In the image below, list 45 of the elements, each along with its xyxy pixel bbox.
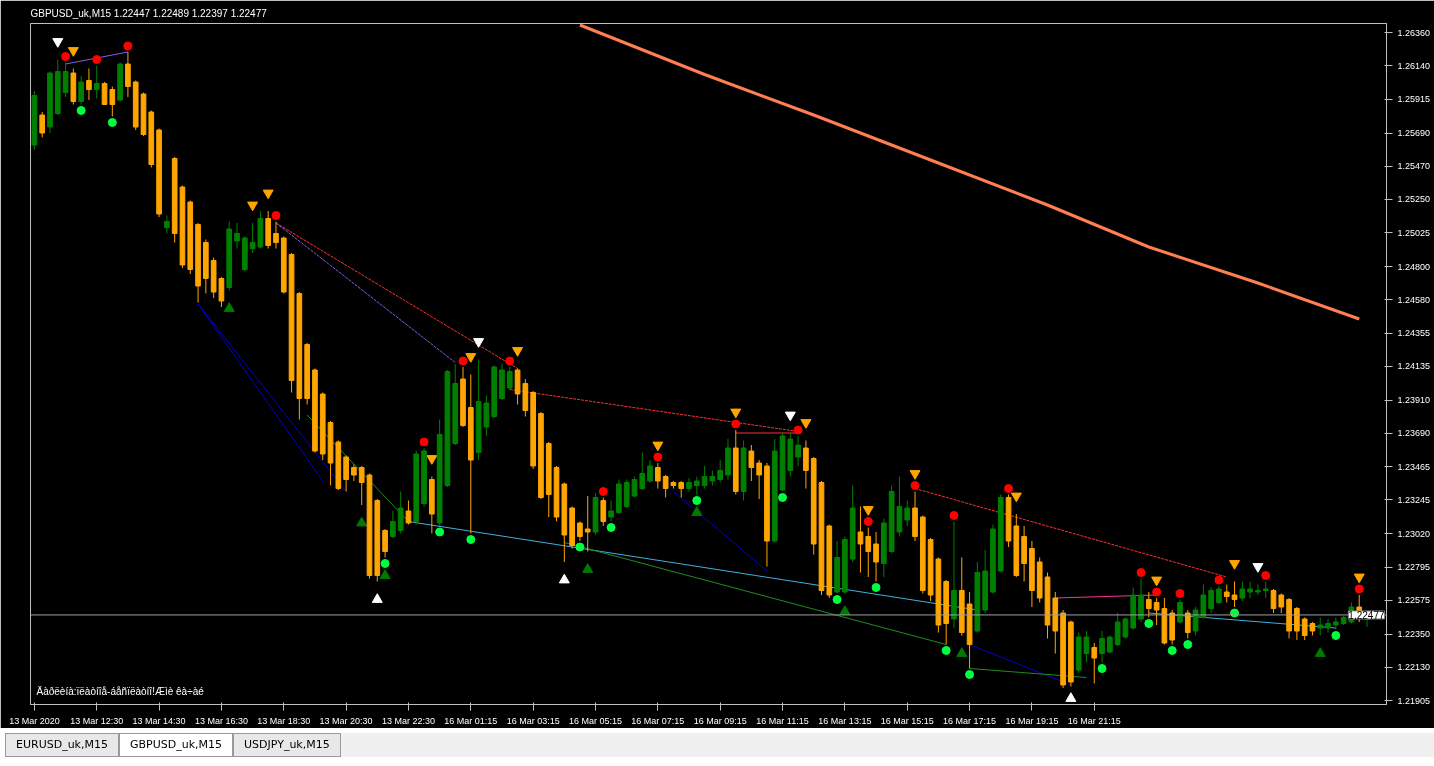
y-tick-label: 1.23020: [1397, 528, 1431, 539]
y-tick-label: 1.22795: [1397, 562, 1431, 573]
x-tick-label: 16 Mar 05:15: [568, 715, 623, 726]
x-tick-label: 16 Mar 17:15: [943, 715, 997, 726]
x-tick-label: 16 Mar 11:15: [756, 715, 809, 726]
y-tick-label: 1.24580: [1397, 294, 1431, 305]
x-tick-label: 13 Mar 22:30: [381, 715, 435, 726]
x-tick-label: 16 Mar 15:15: [880, 715, 934, 726]
y-tick-label: 1.25250: [1397, 194, 1431, 204]
y-tick-label: 1.25025: [1397, 227, 1431, 238]
x-tick-label: 16 Mar 01:15: [444, 715, 498, 726]
x-tick-label: 16 Mar 07:15: [631, 715, 685, 726]
y-tick-label: 1.25470: [1397, 161, 1431, 171]
y-tick-label: 1.26140: [1397, 60, 1431, 71]
y-tick-label: 1.24800: [1397, 261, 1431, 272]
y-tick-label: 1.24135: [1397, 361, 1431, 372]
text: USDJPY_uk,M15: [233, 733, 341, 757]
x-tick-label: 13 Mar 18:30: [257, 715, 311, 726]
y-tick-label: 1.23690: [1397, 428, 1431, 438]
x-tick-label: 13 Mar 20:30: [319, 715, 373, 726]
y-tick-label: 1.22575: [1397, 595, 1431, 606]
y-tick-label: 1.25690: [1397, 128, 1431, 138]
x-tick-label: 16 Mar 13:15: [818, 715, 872, 726]
y-tick-label: 1.22350: [1397, 629, 1431, 639]
text: EURUSD_uk,M15: [5, 733, 119, 757]
x-tick-label: 16 Mar 03:15: [506, 715, 560, 726]
y-tick-label: 1.25915: [1397, 94, 1431, 105]
chart-title: GBPUSD_uk,M15 1.22447 1.22489 1.22397 1.22477: [30, 7, 268, 19]
x-tick-label: 13 Mar 2020: [9, 715, 60, 726]
y-tick-label: 1.23910: [1397, 395, 1431, 405]
x-tick-label: 16 Mar 19:15: [1005, 715, 1059, 726]
x-tick-label: 16 Mar 09:15: [693, 715, 747, 726]
x-tick-label: 13 Mar 16:30: [194, 715, 248, 726]
ref-line-label: 1.22477: [1348, 609, 1385, 621]
x-tick-label: 13 Mar 14:30: [132, 715, 186, 726]
y-tick-label: 1.22130: [1397, 662, 1431, 672]
y-tick-label: 1.23465: [1397, 461, 1431, 472]
y-tick-label: 1.21905: [1397, 695, 1431, 706]
x-tick-label: 13 Mar 12:30: [70, 715, 124, 726]
y-tick-label: 1.26360: [1397, 27, 1431, 38]
x-tick-label: 16 Mar 21:15: [1067, 715, 1121, 726]
annotation: Äàðëèíà:ïëàòíîå-áåñïëàòíî!Æìè êà÷àé: [36, 685, 205, 697]
y-tick-label: 1.24355: [1397, 328, 1431, 339]
text: GBPUSD_uk,M15: [118, 733, 234, 757]
y-tick-label: 1.23245: [1397, 494, 1431, 505]
